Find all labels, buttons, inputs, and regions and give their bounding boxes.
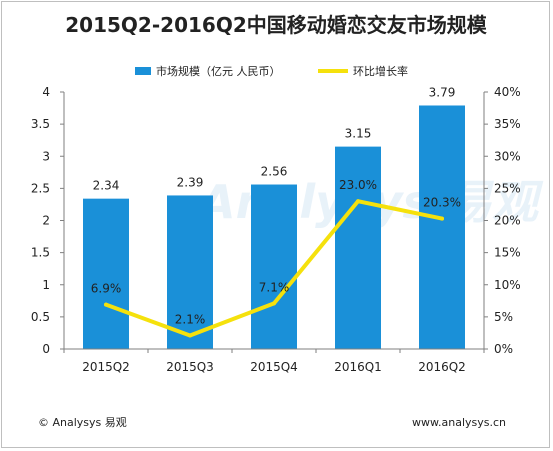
chart-title: 2015Q2-2016Q2中国移动婚恋交友市场规模 bbox=[65, 13, 487, 37]
left-tick-label: 2 bbox=[42, 214, 50, 228]
growth-value-label: 20.3% bbox=[423, 196, 461, 210]
bar-value-label: 3.15 bbox=[345, 127, 372, 141]
data-labels: 2.34 2.39 2.56 3.15 3.79 6.9% 2.1% 7.1% 23.0% 20.… bbox=[91, 85, 461, 326]
growth-point bbox=[356, 199, 360, 204]
legend-label-bar: 市场规模（亿元 人民币） bbox=[156, 64, 281, 78]
x-tick-label: 2016Q1 bbox=[334, 360, 382, 374]
left-tick-label: 2.5 bbox=[31, 181, 50, 195]
x-tick-label: 2016Q2 bbox=[418, 360, 466, 374]
legend-swatch-line bbox=[318, 69, 348, 73]
x-tick-label: 2015Q3 bbox=[166, 360, 214, 374]
legend-swatch-bar bbox=[135, 67, 151, 75]
right-tick-label: 5% bbox=[494, 310, 513, 324]
right-tick-label: 30% bbox=[494, 149, 521, 163]
right-tick-label: 35% bbox=[494, 117, 521, 131]
bar bbox=[167, 195, 213, 349]
bar-value-label: 2.34 bbox=[93, 179, 120, 193]
right-tick-label: 10% bbox=[494, 278, 521, 292]
footer-source: © Analysys 易观 bbox=[38, 416, 127, 429]
right-tick-label: 0% bbox=[494, 342, 513, 356]
bar bbox=[419, 105, 465, 350]
legend-label-line: 环比增长率 bbox=[353, 64, 408, 78]
left-tick-label: 3.5 bbox=[31, 117, 50, 131]
right-tick-label: 15% bbox=[494, 246, 521, 260]
left-tick-label: 1.5 bbox=[31, 246, 50, 260]
growth-point bbox=[188, 333, 192, 338]
growth-value-label: 23.0% bbox=[339, 178, 377, 192]
right-tick-label: 25% bbox=[494, 181, 521, 195]
growth-value-label: 6.9% bbox=[91, 282, 122, 296]
bar-value-label: 3.79 bbox=[429, 85, 456, 99]
x-tick-label: 2015Q2 bbox=[82, 360, 130, 374]
growth-point bbox=[104, 302, 108, 307]
right-tick-label: 40% bbox=[494, 85, 521, 99]
bar-value-label: 2.39 bbox=[177, 175, 204, 189]
bar bbox=[335, 146, 381, 349]
right-y-axis: 0% 5% 10% 15% 20% 25% 30% 35% 40% bbox=[483, 85, 521, 356]
growth-point bbox=[272, 301, 276, 306]
x-axis: 2015Q2 2015Q3 2015Q4 2016Q1 2016Q2 bbox=[63, 348, 485, 374]
growth-value-label: 2.1% bbox=[175, 313, 206, 327]
growth-line-series bbox=[104, 199, 444, 338]
left-tick-label: 4 bbox=[42, 85, 50, 99]
x-tick-label: 2015Q4 bbox=[250, 360, 298, 374]
growth-value-label: 7.1% bbox=[259, 280, 290, 294]
bar-value-label: 2.56 bbox=[261, 165, 288, 179]
growth-point bbox=[440, 216, 444, 221]
left-tick-label: 1 bbox=[42, 278, 50, 292]
bar-series bbox=[83, 105, 465, 350]
left-y-axis: 0 0.5 1 1.5 2 2.5 3 3.5 4 bbox=[31, 85, 65, 356]
bar bbox=[83, 198, 129, 349]
footer-url: www.analysys.cn bbox=[412, 416, 506, 429]
bar bbox=[251, 184, 297, 349]
legend: 市场规模（亿元 人民币） 环比增长率 bbox=[135, 64, 408, 78]
right-tick-label: 20% bbox=[494, 214, 521, 228]
left-tick-label: 3 bbox=[42, 149, 50, 163]
left-tick-label: 0 bbox=[42, 342, 50, 356]
left-tick-label: 0.5 bbox=[31, 310, 50, 324]
